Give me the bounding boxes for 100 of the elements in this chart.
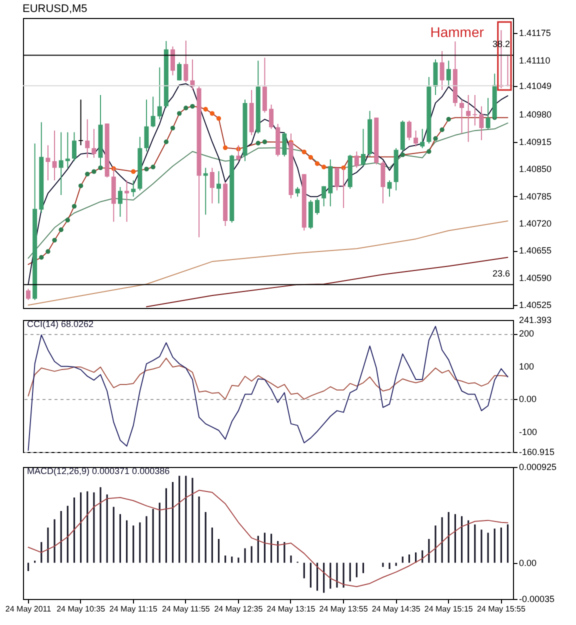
candlestick xyxy=(177,62,182,81)
candlestick xyxy=(440,50,444,90)
line-series xyxy=(28,358,508,400)
point xyxy=(52,238,57,243)
point xyxy=(85,172,90,176)
y-tick-label: 1.40590 xyxy=(519,272,552,283)
point xyxy=(203,106,208,112)
point xyxy=(150,164,156,170)
candlestick xyxy=(118,186,122,218)
x-tick-label: 24 May 11:55 xyxy=(162,604,210,614)
candlestick xyxy=(460,99,464,134)
candlestick xyxy=(269,104,274,130)
point xyxy=(144,166,149,172)
chart-title: MACD(12,26,9) 0.000371 0.000386 xyxy=(27,466,170,476)
annotation: Hammer xyxy=(430,24,484,40)
y-tick-label: 241.393 xyxy=(519,315,552,325)
point xyxy=(440,127,444,132)
point xyxy=(262,140,268,144)
candlestick xyxy=(486,97,490,130)
y-tick-label: 0.00 xyxy=(519,558,537,568)
y-tick-label: 0.000925 xyxy=(519,462,557,472)
annotation: 23.6 xyxy=(492,268,510,279)
y-tick-label: 1.41175 xyxy=(519,28,551,38)
candlestick xyxy=(92,128,96,158)
y-tick-label: 1.40980 xyxy=(519,110,552,120)
candlestick xyxy=(65,132,70,168)
chart-title: CCI(14) 68.0262 xyxy=(27,319,94,329)
candlestick xyxy=(58,132,64,196)
x-tick-label: 24 May 13:15 xyxy=(266,604,316,614)
x-tick-label: 24 May 13:55 xyxy=(319,604,368,614)
y-tick-label: 100 xyxy=(519,361,534,372)
candlestick xyxy=(354,150,359,168)
chart-title: EURUSD,M5 xyxy=(22,3,88,15)
x-tick-label: 24 May 11:15 xyxy=(109,604,158,614)
candlestick xyxy=(406,120,412,141)
y-tick-label: -0.00035 xyxy=(519,594,555,604)
candlestick xyxy=(479,106,484,141)
point xyxy=(426,149,432,154)
point xyxy=(321,164,326,170)
point xyxy=(446,116,451,122)
candlestick xyxy=(315,198,320,216)
candlestick xyxy=(360,128,366,167)
candlestick xyxy=(472,94,478,126)
candlestick xyxy=(466,94,471,142)
y-tick-label: 200 xyxy=(519,328,534,339)
y-tick-label: -160.915 xyxy=(519,447,555,457)
candlestick xyxy=(72,132,76,162)
point xyxy=(216,116,222,121)
point xyxy=(164,140,169,144)
x-tick-label: 24 May 10:35 xyxy=(56,604,106,614)
candlestick xyxy=(210,167,214,204)
candlestick xyxy=(216,170,221,204)
candlestick xyxy=(144,99,149,152)
x-tick-label: 24 May 12:35 xyxy=(214,604,264,614)
y-tick-label: 1.40915 xyxy=(519,136,552,147)
line-series xyxy=(146,256,508,308)
candlestick xyxy=(157,66,162,120)
point xyxy=(170,126,176,130)
candlestick xyxy=(414,130,418,147)
point xyxy=(58,227,64,232)
y-tick-label: -100 xyxy=(519,427,538,438)
candlestick xyxy=(26,288,31,301)
y-tick-label: 1.40720 xyxy=(519,218,552,228)
point xyxy=(400,152,405,158)
y-tick-label: 1.40655 xyxy=(519,246,552,256)
candlestick xyxy=(85,118,90,158)
point xyxy=(184,106,188,110)
point xyxy=(433,136,438,141)
point xyxy=(308,155,314,160)
y-tick-label: 1.41110 xyxy=(519,55,550,66)
point xyxy=(256,140,260,146)
candlestick xyxy=(446,60,451,88)
line-series xyxy=(28,490,508,588)
point xyxy=(131,169,136,174)
candlestick xyxy=(203,167,208,216)
candlestick xyxy=(295,186,300,198)
y-tick-label: 1.40525 xyxy=(519,300,552,310)
point xyxy=(190,104,195,109)
candlestick xyxy=(46,144,50,181)
x-tick-label: 24 May 2011 xyxy=(5,604,52,614)
point xyxy=(302,150,306,154)
candlestick xyxy=(150,96,156,128)
point xyxy=(65,218,70,222)
x-tick-label: 24 May 14:35 xyxy=(372,604,421,614)
y-tick-label: 1.41049 xyxy=(519,80,552,91)
candlestick xyxy=(52,130,57,181)
candlestick xyxy=(420,128,425,149)
point xyxy=(46,249,50,254)
point xyxy=(72,204,77,209)
point xyxy=(222,145,228,150)
x-tick-label: 24 May 15:15 xyxy=(424,604,474,614)
point xyxy=(314,161,320,166)
point xyxy=(39,255,44,260)
point xyxy=(176,111,182,116)
candlestick xyxy=(282,132,287,158)
y-tick-label: 1.40850 xyxy=(519,164,552,174)
point xyxy=(78,183,84,188)
line-series xyxy=(28,220,508,306)
point xyxy=(92,169,96,174)
candlestick xyxy=(78,99,84,146)
